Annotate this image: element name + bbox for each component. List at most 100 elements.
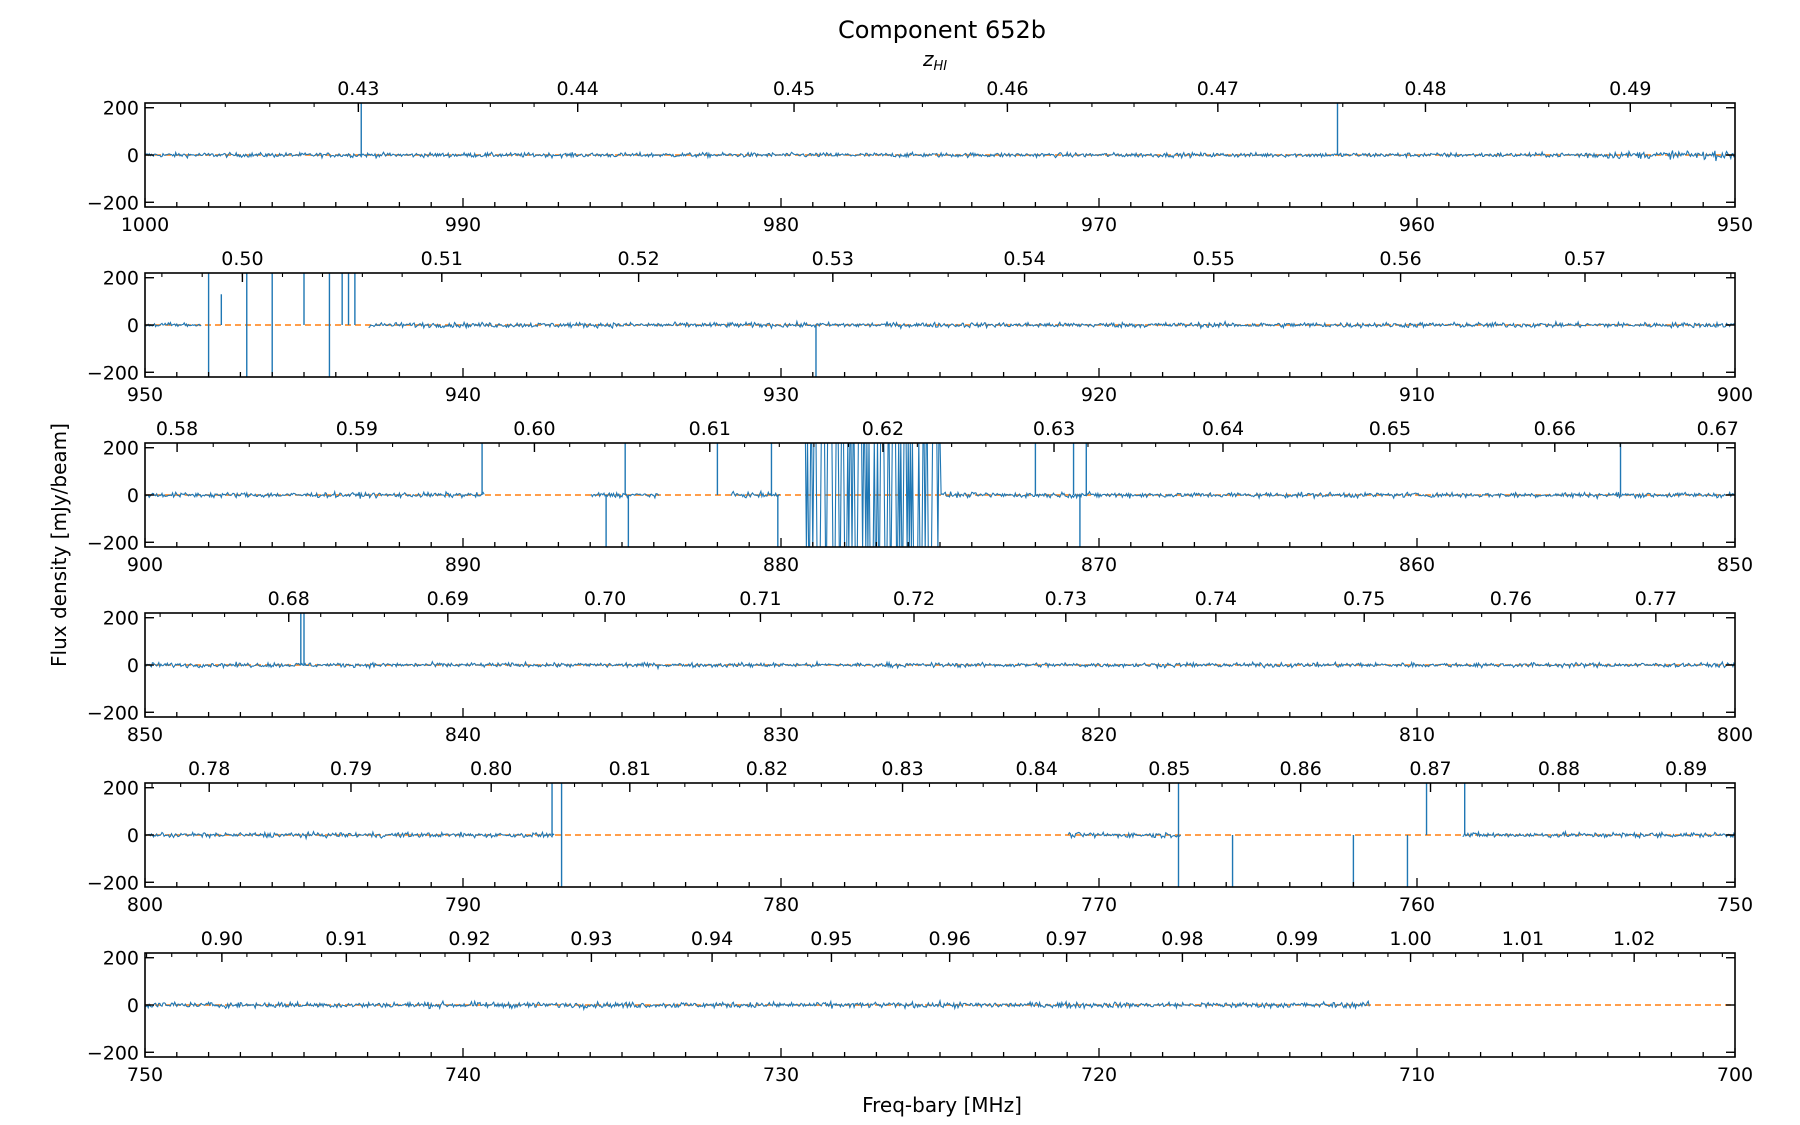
z-tick-label: 0.52 [617,248,659,270]
x-tick-label: 890 [445,554,481,576]
spectrum-line [145,829,1735,841]
x-tick-label: 700 [1717,1064,1753,1086]
z-tick-label: 0.59 [336,418,378,440]
y-tick-label: −200 [87,872,139,894]
z-tick-label: 0.83 [881,758,923,780]
x-tick-label: 710 [1399,1064,1435,1086]
z-tick-label: 0.87 [1409,758,1451,780]
z-tick-label: 0.88 [1538,758,1580,780]
z-tick-label: 0.82 [746,758,788,780]
panels-group: −200 0 200 1000 990 980 970 960 950 0.43 0.44 0.45 0… [87,78,1753,1086]
z-tick-label: 0.72 [893,588,935,610]
panel-4: −200 0 200 850 840 830 820 810 800 0.68 0.69 0.70 0.… [87,588,1753,746]
x-tick-label: 830 [763,724,799,746]
x-tick-label: 840 [445,724,481,746]
x-tick-label: 1000 [121,214,169,236]
x-tick-label: 970 [1081,214,1117,236]
z-tick-label: 0.63 [1033,418,1075,440]
x-tick-label: 820 [1081,724,1117,746]
x-tick-label: 920 [1081,384,1117,406]
z-tick-label: 0.90 [201,928,243,950]
panel-1: −200 0 200 1000 990 980 970 960 950 0.43 0.44 0.45 0… [87,78,1753,236]
z-tick-label: 0.60 [513,418,555,440]
panel-2: −200 0 200 950 940 930 920 910 900 0.50 0.51 0.52 0.… [87,248,1753,406]
z-tick-label: 0.66 [1534,418,1576,440]
panel-3: −200 0 200 900 890 880 870 860 850 0.58 0.59 0.60 0.… [87,418,1753,576]
y-tick-label: −200 [87,702,139,724]
y-tick-label: 200 [103,608,139,630]
y-tick-label: 200 [103,438,139,460]
z-tick-label: 1.02 [1613,928,1655,950]
x-tick-label: 800 [127,894,163,916]
z-tick-label: 0.81 [609,758,651,780]
z-tick-label: 0.67 [1697,418,1739,440]
z-tick-label: 0.97 [1045,928,1087,950]
z-tick-label: 0.50 [221,248,263,270]
z-tick-label: 0.48 [1404,78,1446,100]
z-tick-label: 0.74 [1195,588,1237,610]
y-tick-label: 200 [103,778,139,800]
z-tick-label: 0.95 [810,928,852,950]
y-tick-label: 200 [103,98,139,120]
x-tick-label: 720 [1081,1064,1117,1086]
y-tick-label: 0 [127,655,139,677]
z-tick-label: 0.77 [1635,588,1677,610]
chart-title: Component 652b [838,16,1046,44]
x-tick-label: 850 [127,724,163,746]
z-tick-label: 0.78 [188,758,230,780]
x-tick-label: 910 [1399,384,1435,406]
z-tick-label: 0.44 [557,78,599,100]
z-tick-label: 0.96 [928,928,970,950]
z-tick-label: 0.93 [570,928,612,950]
x-tick-label: 750 [127,1064,163,1086]
x-tick-label: 930 [763,384,799,406]
z-tick-label: 0.91 [325,928,367,950]
top-axis-label: zHI [922,47,947,74]
z-tick-label: 0.45 [773,78,815,100]
y-tick-label: 200 [103,948,139,970]
y-tick-label: −200 [87,1042,139,1064]
z-tick-label: 0.62 [862,418,904,440]
x-tick-label: 750 [1717,894,1753,916]
z-tick-label: 0.75 [1343,588,1385,610]
z-tick-label: 0.92 [448,928,490,950]
y-tick-label: 0 [127,995,139,1017]
z-tick-label: 0.43 [337,78,379,100]
z-tick-label: 0.98 [1161,928,1203,950]
x-tick-label: 810 [1399,724,1435,746]
x-tick-label: 980 [763,214,799,236]
z-tick-label: 1.01 [1502,928,1544,950]
z-tick-label: 0.99 [1276,928,1318,950]
x-tick-label: 850 [1717,554,1753,576]
z-tick-label: 0.65 [1369,418,1411,440]
z-tick-label: 0.61 [689,418,731,440]
z-tick-label: 0.53 [812,248,854,270]
z-tick-label: 0.71 [739,588,781,610]
panel-6: −200 0 200 750 740 730 720 710 700 0.90 0.91 0.92 0.… [87,928,1753,1086]
z-tick-label: 0.79 [330,758,372,780]
x-tick-label: 770 [1081,894,1117,916]
z-tick-label: 0.54 [1003,248,1045,270]
z-tick-label: 0.49 [1609,78,1651,100]
spectrum-line [145,998,1370,1012]
y-tick-label: −200 [87,192,139,214]
y-tick-label: 0 [127,315,139,337]
x-tick-label: 740 [445,1064,481,1086]
panel-5: −200 0 200 800 790 780 770 760 750 0.78 0.79 0.80 0.… [87,758,1753,916]
x-tick-label: 950 [1717,214,1753,236]
z-tick-label: 0.46 [986,78,1028,100]
y-axis-label: Flux density [mJy/beam] [47,423,71,667]
x-tick-label: 760 [1399,894,1435,916]
x-tick-label: 870 [1081,554,1117,576]
x-tick-label: 990 [445,214,481,236]
z-tick-label: 0.64 [1202,418,1244,440]
y-tick-label: 200 [103,268,139,290]
x-tick-label: 800 [1717,724,1753,746]
x-tick-label: 790 [445,894,481,916]
y-tick-label: 0 [127,825,139,847]
x-tick-label: 730 [763,1064,799,1086]
z-tick-label: 1.00 [1389,928,1431,950]
z-tick-label: 0.86 [1279,758,1321,780]
z-tick-label: 0.55 [1193,248,1235,270]
